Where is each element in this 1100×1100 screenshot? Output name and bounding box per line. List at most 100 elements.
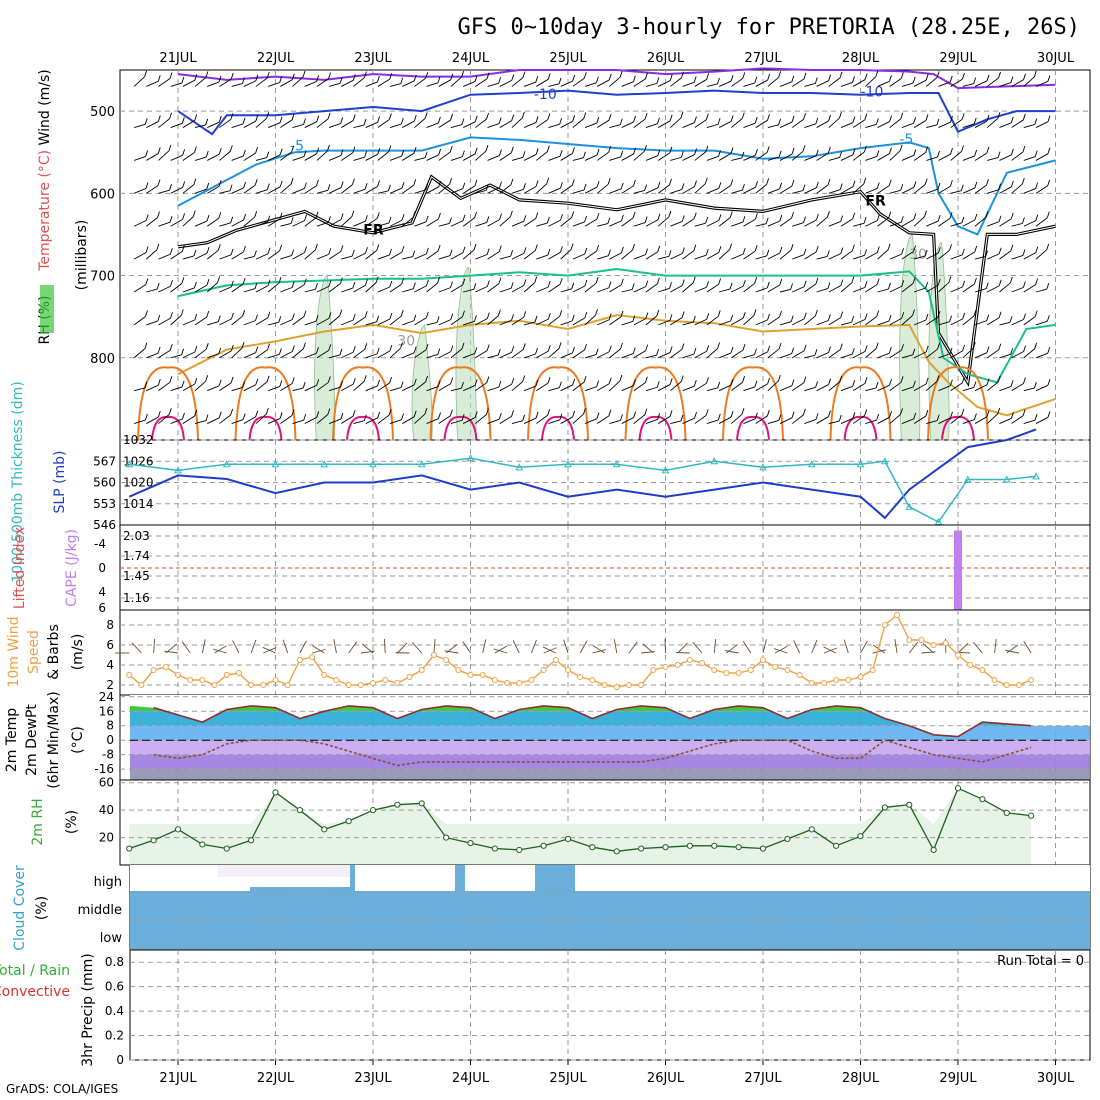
wind-barb-10m (957, 642, 969, 654)
wind-barb (658, 319, 671, 326)
wind-barb (804, 354, 816, 359)
wind-barb (426, 418, 439, 424)
wind-barb (487, 418, 500, 424)
wind-barb (609, 156, 621, 161)
wind-barb (889, 349, 902, 359)
wind-barb-flag (218, 411, 222, 418)
wind-barb (962, 419, 975, 424)
wind-barb-flag (486, 376, 490, 383)
wind-barb (682, 154, 695, 161)
wind-barb (328, 418, 342, 424)
wind-barb (731, 77, 744, 87)
wind-barb-flag (375, 276, 379, 283)
wind-barb (682, 218, 695, 227)
rh-point (223, 845, 230, 852)
wind-barb (450, 76, 462, 87)
ylabel-temp-b: 2m DewPt (24, 704, 40, 776)
wind-barb-flag (279, 116, 283, 123)
wind-barb-flag (694, 180, 697, 187)
wind-barb-flag (303, 150, 307, 157)
wind-barb (280, 119, 293, 128)
temp-band (130, 711, 1090, 726)
wind-barb-10m (894, 639, 898, 654)
wind-barb (938, 353, 951, 359)
ylabel-rh2m-part: 2m RH (30, 798, 46, 845)
wind-barb (560, 80, 573, 87)
rh-point (954, 785, 962, 792)
wind-barb-10m (493, 648, 508, 654)
wind-barb (194, 188, 207, 194)
wind-barb-flag (657, 149, 661, 156)
wind-speed-point (540, 667, 547, 673)
wind-barb-flag (620, 414, 623, 421)
rh-point (662, 844, 669, 851)
wind-barb-flag (1047, 379, 1051, 386)
rh-point (491, 845, 498, 852)
wind-barb-10m (677, 642, 688, 654)
wind-barb (938, 321, 950, 326)
wind-barb-flag (694, 116, 697, 123)
wind-speed-point (199, 677, 206, 683)
wind-barb-flag (839, 343, 843, 350)
wind-barb (231, 155, 244, 161)
wind-barb (1023, 252, 1036, 260)
wind-barb (146, 249, 158, 260)
wind-barb-flag (790, 283, 793, 290)
wind-barb-flag (449, 409, 453, 416)
wind-barb-flag (205, 71, 209, 78)
wind-barb (694, 222, 706, 227)
wind-barb-flag (815, 413, 819, 420)
wind-barb (560, 120, 573, 128)
day-label-bottom: 22JUL (257, 1071, 295, 1086)
wind-speed-point (443, 657, 450, 663)
wind-barb-flag (754, 380, 758, 387)
wind-barb (828, 189, 841, 194)
wind-barb (877, 249, 889, 260)
wind-barb-flag (449, 217, 452, 224)
isotherm-15 (829, 366, 892, 441)
wind-barb (791, 382, 805, 392)
wind-barb-flag (278, 276, 282, 284)
wind-barb (146, 80, 159, 87)
wind-barb (548, 283, 561, 293)
wind-barb-10m (692, 642, 703, 654)
wind-barb-flag (413, 115, 417, 122)
ylabel-temp-b-part: 2m DewPt (24, 704, 40, 776)
wind-speed-point (272, 677, 279, 683)
wind-barb-flag (316, 75, 320, 82)
wind-barb (304, 384, 317, 392)
wind-barb-flag (1010, 180, 1014, 187)
wind-barb-flag (474, 115, 478, 122)
wind-barb-flag (1034, 413, 1038, 421)
wind-barb-10m (793, 640, 800, 654)
ylabel-cape: CAPE (J/kg) (64, 529, 80, 607)
wind-barb-flag (584, 215, 587, 223)
wind-barb-flag (474, 347, 478, 354)
wind-speed-point (967, 662, 974, 668)
wind-barb-flag (340, 149, 344, 156)
wind-barb-flag (157, 179, 161, 186)
wind-barb (986, 77, 999, 87)
wind-barb-flag (607, 217, 611, 224)
wind-barb (926, 188, 939, 194)
wind-barb (840, 82, 853, 87)
wind-barb-flag (584, 311, 588, 319)
wind-barb-flag (193, 281, 197, 289)
wind-barb (657, 80, 671, 87)
wind-barb (840, 282, 853, 293)
wind-barb (791, 414, 804, 424)
wind-barb (962, 187, 976, 194)
wind-barb-flag (962, 312, 966, 320)
wind-barb-flag (791, 115, 795, 123)
wind-barb (243, 320, 256, 326)
wind-barb (962, 219, 976, 227)
wind-barb (962, 315, 975, 326)
wind-barb-flag (218, 75, 222, 83)
wind-barb (974, 352, 988, 359)
wind-barb (755, 79, 768, 87)
wind-barb-10m (384, 638, 386, 654)
day-label-top: 29JUL (939, 51, 977, 66)
wind-barb (999, 385, 1012, 392)
wind-barb (329, 354, 341, 359)
